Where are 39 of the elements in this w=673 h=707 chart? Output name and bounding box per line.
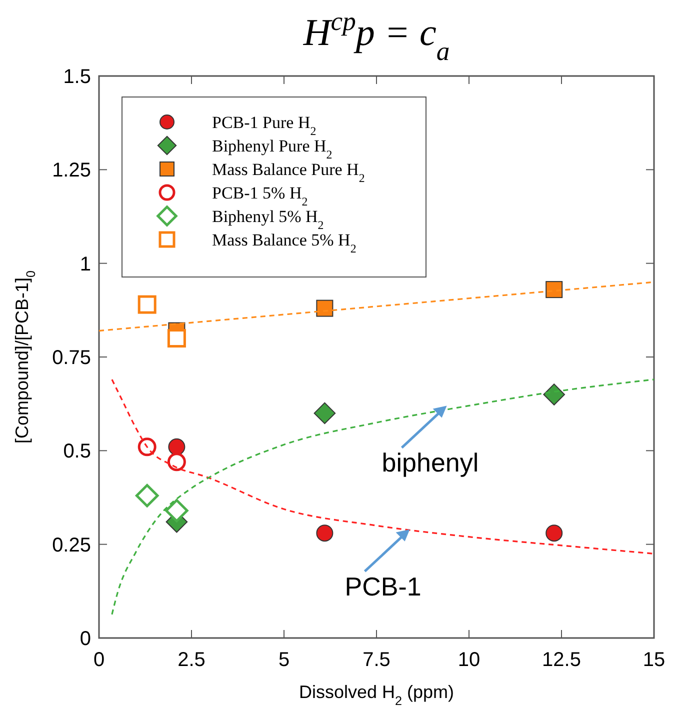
x-tick-label: 7.5 bbox=[362, 649, 390, 671]
legend-label: PCB-1 Pure H$_{2}$ bbox=[212, 113, 316, 138]
point bbox=[546, 524, 563, 542]
y-tick-label: 0.75 bbox=[52, 347, 91, 369]
point bbox=[165, 498, 188, 522]
annotation: PCB-1 bbox=[344, 571, 422, 602]
y-tick-label: 1 bbox=[80, 253, 91, 276]
point bbox=[167, 452, 186, 472]
x-tick-label: 10 bbox=[458, 649, 480, 671]
y-tick-label: 0.5 bbox=[63, 440, 91, 463]
x-tick-label: 12.5 bbox=[542, 649, 581, 671]
legend-label: Mass Balance 5% H$_{2}$ bbox=[212, 230, 356, 256]
line-series bbox=[111, 378, 655, 554]
chart-title: H$^{cp}$p = c$_{a}$ bbox=[302, 6, 450, 66]
point bbox=[138, 438, 156, 456]
legend-label: Biphenyl 5% H$_{2}$ bbox=[212, 207, 324, 232]
legend-label: PCB-1 5% H$_{2}$ bbox=[212, 184, 308, 208]
x-tick-label: 0 bbox=[93, 649, 105, 671]
y-tick-label: 1.5 bbox=[63, 66, 91, 88]
point bbox=[546, 281, 563, 298]
point bbox=[135, 484, 159, 508]
legend-label: Biphenyl Pure H$_{2}$ bbox=[212, 136, 332, 162]
point bbox=[543, 384, 565, 406]
point bbox=[316, 300, 334, 317]
line-series bbox=[111, 378, 655, 616]
annotation: biphenyl bbox=[382, 448, 479, 478]
point bbox=[138, 295, 156, 314]
point bbox=[168, 438, 186, 456]
y-tick-label: 0.25 bbox=[52, 534, 91, 556]
point bbox=[167, 329, 186, 348]
x-axis-title: Dissolved H$_{2}$ (ppm) bbox=[298, 682, 454, 707]
y-tick-label: 1.25 bbox=[52, 160, 91, 182]
x-tick-label: 5 bbox=[278, 649, 290, 671]
y-tick-label: 0 bbox=[80, 628, 91, 650]
point bbox=[316, 524, 334, 542]
x-tick-label: 15 bbox=[642, 649, 666, 671]
x-tick-label: 2.5 bbox=[178, 649, 206, 671]
legend-label: Mass Balance Pure H$_{2}$ bbox=[212, 160, 365, 185]
point bbox=[314, 402, 336, 424]
